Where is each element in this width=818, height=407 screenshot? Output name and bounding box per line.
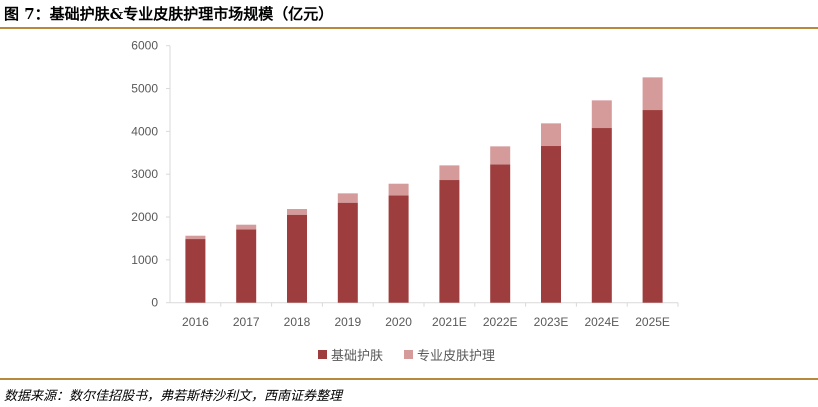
x-tick-label: 2021E [432,315,467,329]
bar-2017-series2 [236,224,257,230]
y-tick-label: 0 [151,296,158,310]
y-tick-label: 2000 [131,210,158,224]
bar-2022E-series1 [490,164,511,303]
x-tick-label: 2024E [584,315,619,329]
y-tick-label: 4000 [131,124,158,138]
legend-label: 基础护肤 [331,348,384,363]
x-tick-label: 2025E [635,315,670,329]
bar-2021E-series1 [439,180,460,303]
x-tick-label: 2018 [284,315,311,329]
x-tick-label: 2019 [334,315,361,329]
y-tick-label: 1000 [131,253,158,267]
bar-2025E-series1 [642,110,663,303]
bar-2024E-series1 [591,128,612,303]
bar-2019-series2 [337,193,358,203]
y-tick-label: 6000 [131,39,158,53]
legend-label: 专业皮肤护理 [417,348,496,363]
legend-item-series1: 基础护肤 [318,345,383,364]
x-tick-label: 2017 [233,315,260,329]
x-tick-label: 2020 [385,315,412,329]
bar-2020-series2 [388,183,409,196]
bottom-rule [0,378,818,380]
legend-swatch [404,350,413,359]
bar-2024E-series2 [591,100,612,129]
bar-2016-series1 [185,239,206,303]
bar-2023E-series1 [541,146,561,303]
bar-2023E-series2 [541,123,561,147]
source-note: 数据来源：数尔佳招股书，弗若斯特沙利文，西南证券整理 [4,389,343,404]
figure-title: 图 7：基础护肤&专业皮肤护理市场规模（亿元） [4,5,334,23]
legend-swatch [318,350,327,359]
bar-2021E-series2 [439,165,460,181]
bar-2016-series2 [185,235,206,240]
y-tick-label: 3000 [131,167,158,181]
x-tick-label: 2022E [483,315,518,329]
bar-2018-series2 [287,209,307,215]
x-tick-label: 2016 [182,315,209,329]
stacked-bar-chart: 0 1000 2000 3000 4000 5000 6000 2016 2017 2018 201… [131,39,679,329]
bar-2020-series1 [388,195,409,303]
bar-2022E-series2 [490,146,511,165]
bar-2019-series1 [337,202,358,303]
bar-2025E-series2 [642,77,663,111]
legend-item-series2: 专业皮肤护理 [404,345,495,364]
bar-2018-series1 [287,214,307,303]
top-rule [0,27,818,29]
bar-2017-series1 [236,229,257,303]
y-tick-label: 5000 [131,82,158,96]
x-tick-label: 2023E [534,315,569,329]
